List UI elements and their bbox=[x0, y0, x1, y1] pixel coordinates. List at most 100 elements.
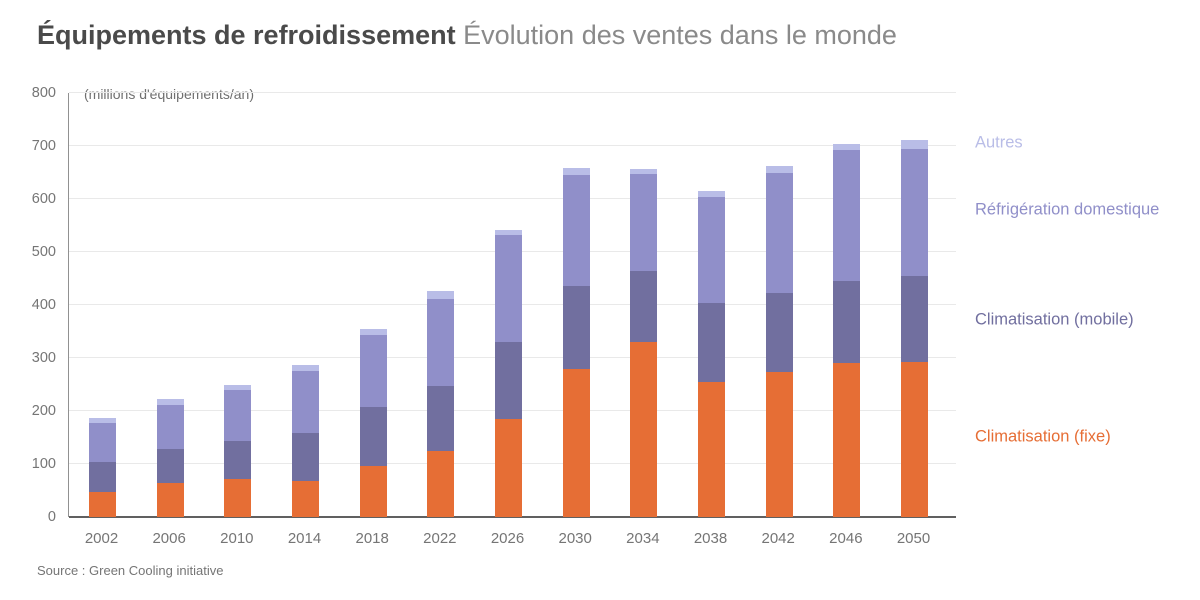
bar-segment bbox=[901, 362, 929, 517]
bar-segment bbox=[495, 235, 523, 343]
bar-2038 bbox=[698, 191, 726, 517]
bar-segment bbox=[224, 478, 252, 517]
x-tick-2014: 2014 bbox=[287, 530, 322, 547]
y-tick-100: 100 bbox=[31, 456, 56, 472]
title-subtitle: Évolution des ventes dans le monde bbox=[463, 20, 897, 50]
bar-segment bbox=[156, 404, 184, 449]
bar-segment bbox=[698, 197, 726, 304]
legend-climatisation-fixe: Climatisation (fixe) bbox=[975, 427, 1111, 446]
bar-segment bbox=[292, 370, 319, 434]
bar-segment bbox=[156, 399, 184, 405]
bar-segment bbox=[833, 143, 861, 151]
bar-2002 bbox=[89, 417, 116, 517]
y-tick-600: 600 bbox=[31, 191, 56, 207]
y-tick-300: 300 bbox=[31, 350, 56, 366]
x-tick-2042: 2042 bbox=[761, 530, 795, 547]
source-note: Source : Green Cooling initiative bbox=[37, 563, 224, 578]
legend-refrigeration-domestique: Réfrigération domestique bbox=[975, 200, 1160, 219]
plot-area bbox=[68, 92, 956, 518]
bar-2022 bbox=[427, 291, 455, 517]
bar-segment bbox=[901, 149, 929, 277]
bar-segment bbox=[495, 230, 523, 236]
bar-segment bbox=[630, 173, 658, 271]
bar-segment bbox=[292, 433, 319, 481]
bar-segment bbox=[833, 363, 861, 517]
y-tick-500: 500 bbox=[31, 244, 56, 260]
x-tick-2050: 2050 bbox=[896, 530, 931, 547]
bar-segment bbox=[495, 418, 523, 517]
y-tick-0: 0 bbox=[47, 509, 56, 525]
bar-segment bbox=[359, 466, 387, 517]
bar-2014 bbox=[292, 365, 319, 517]
bar-segment bbox=[224, 384, 252, 390]
bar-segment bbox=[359, 329, 387, 336]
bar-segment bbox=[765, 173, 793, 293]
bar-segment bbox=[89, 492, 116, 517]
bar-segment bbox=[765, 372, 793, 517]
bar-segment bbox=[630, 270, 658, 343]
bar-segment bbox=[359, 406, 387, 467]
bar-segment bbox=[833, 280, 861, 364]
x-tick-2010: 2010 bbox=[220, 530, 254, 547]
bar-segment bbox=[698, 191, 726, 198]
y-tick-400: 400 bbox=[31, 297, 56, 313]
bar-segment bbox=[427, 291, 455, 299]
page-title: Équipements de refroidissement Évolution… bbox=[37, 19, 897, 51]
bar-segment bbox=[901, 276, 929, 363]
bar-segment bbox=[156, 482, 184, 517]
legend-climatisation-mobile: Climatisation (mobile) bbox=[975, 310, 1134, 329]
bar-segment bbox=[562, 168, 590, 176]
legend-autres: Autres bbox=[975, 133, 1023, 152]
bar-segment bbox=[156, 448, 184, 483]
gridline-600 bbox=[69, 198, 956, 199]
bar-segment bbox=[89, 461, 116, 493]
x-tick-2034: 2034 bbox=[626, 530, 660, 547]
bar-segment bbox=[630, 169, 658, 174]
bar-segment bbox=[630, 342, 658, 517]
x-tick-2026: 2026 bbox=[490, 530, 525, 547]
bar-2018 bbox=[359, 329, 387, 517]
bar-segment bbox=[562, 368, 590, 517]
y-tick-200: 200 bbox=[31, 403, 56, 419]
bar-2026 bbox=[495, 230, 523, 517]
x-tick-2018: 2018 bbox=[355, 530, 389, 547]
bar-segment bbox=[224, 389, 252, 441]
x-tick-2030: 2030 bbox=[558, 530, 592, 547]
y-tick-700: 700 bbox=[31, 138, 56, 154]
bar-segment bbox=[765, 292, 793, 373]
bar-segment bbox=[427, 385, 455, 451]
bar-segment bbox=[698, 381, 726, 517]
bar-segment bbox=[562, 175, 590, 287]
gridline-700 bbox=[69, 145, 956, 146]
bar-2050 bbox=[901, 139, 929, 517]
gridline-800 bbox=[69, 92, 956, 93]
x-axis-line bbox=[69, 516, 956, 518]
x-tick-2022: 2022 bbox=[423, 530, 457, 547]
bar-segment bbox=[292, 480, 319, 517]
bar-2006 bbox=[156, 399, 184, 517]
bar-segment bbox=[901, 139, 929, 150]
bar-segment bbox=[427, 450, 455, 517]
x-tick-2002: 2002 bbox=[84, 530, 119, 547]
x-tick-2006: 2006 bbox=[152, 530, 186, 547]
bar-segment bbox=[562, 286, 590, 369]
x-tick-2046: 2046 bbox=[829, 530, 863, 547]
bar-segment bbox=[359, 335, 387, 407]
bar-2034 bbox=[630, 169, 658, 517]
x-tick-2038: 2038 bbox=[693, 530, 728, 547]
bar-segment bbox=[224, 440, 252, 479]
y-tick-800: 800 bbox=[31, 85, 56, 101]
bar-segment bbox=[292, 365, 319, 371]
bar-segment bbox=[89, 417, 116, 423]
bar-segment bbox=[89, 422, 116, 462]
y-axis-unit-label: (millions d'équipements/an) bbox=[84, 86, 262, 102]
bar-2030 bbox=[562, 168, 590, 517]
bar-segment bbox=[698, 303, 726, 382]
bar-segment bbox=[495, 342, 523, 419]
bar-segment bbox=[427, 298, 455, 386]
bar-segment bbox=[833, 150, 861, 281]
bar-2010 bbox=[224, 384, 252, 517]
bar-2042 bbox=[765, 166, 793, 517]
bar-2046 bbox=[833, 143, 861, 517]
